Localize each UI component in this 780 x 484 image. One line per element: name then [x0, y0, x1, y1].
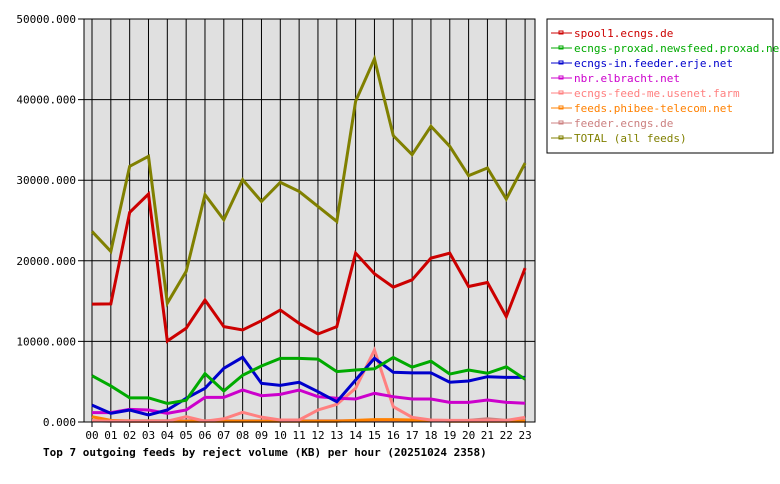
series-line-ecngs-feed-me-usenet-farm	[91, 346, 526, 423]
legend-item: feeds.phibee-telecom.net	[551, 102, 733, 115]
y-tick-label: 0.000	[43, 416, 76, 429]
x-tick-label: 15	[368, 429, 381, 442]
x-tick-label: 11	[293, 429, 306, 442]
series-line-spool1-ecngs-de	[91, 190, 527, 344]
legend-marker	[558, 120, 564, 125]
x-tick-label: 04	[161, 429, 175, 442]
x-tick-label: 17	[405, 429, 418, 442]
legend-item: feeder.ecngs.de	[551, 117, 673, 130]
x-tick-label: 07	[217, 429, 230, 442]
series-line-total-all-feeds-	[90, 54, 527, 308]
series-line-ecngs-proxad-newsfeed-proxad-net	[91, 355, 526, 405]
legend-label: spool1.ecngs.de	[574, 27, 673, 40]
legend-item: spool1.ecngs.de	[551, 27, 673, 40]
legend-label: feeds.phibee-telecom.net	[574, 102, 733, 115]
legend-marker	[558, 135, 564, 140]
legend-marker	[558, 75, 564, 80]
x-tick-label: 19	[443, 429, 456, 442]
x-tick-label: 13	[330, 429, 343, 442]
x-tick-label: 08	[236, 429, 249, 442]
x-tick-label: 03	[142, 429, 155, 442]
legend-item: ecngs-proxad.newsfeed.proxad.net	[551, 42, 780, 55]
legend-marker	[558, 30, 564, 35]
x-tick-label: 14	[349, 429, 363, 442]
x-tick-label: 20	[462, 429, 475, 442]
legend-label: ecngs-in.feeder.erje.net	[574, 57, 733, 70]
y-tick-label: 50000.000	[16, 13, 76, 26]
x-tick-label: 12	[311, 429, 324, 442]
plot-area	[84, 19, 535, 422]
legend-item: TOTAL (all feeds)	[551, 132, 687, 145]
legend-label: ecngs-proxad.newsfeed.proxad.net	[574, 42, 780, 55]
legend	[546, 18, 774, 154]
x-tick-label: 10	[274, 429, 287, 442]
legend-item: ecngs-feed-me.usenet.farm	[551, 87, 740, 100]
x-tick-label: 16	[387, 429, 400, 442]
legend-item: ecngs-in.feeder.erje.net	[551, 57, 733, 70]
x-tick-label: 06	[198, 429, 211, 442]
legend-label: feeder.ecngs.de	[574, 117, 673, 130]
legend-marker	[558, 90, 564, 95]
x-tick-label: 02	[123, 429, 136, 442]
plot-border	[83, 18, 536, 423]
y-tick-label: 40000.000	[16, 94, 76, 107]
legend-marker	[558, 45, 564, 50]
x-tick-label: 09	[255, 429, 268, 442]
series-line-ecngs-in-feeder-erje-net	[91, 355, 526, 417]
x-tick-label: 00	[85, 429, 98, 442]
x-tick-label: 01	[104, 429, 117, 442]
legend-label: TOTAL (all feeds)	[574, 132, 687, 145]
legend-label: nbr.elbracht.net	[574, 72, 680, 85]
x-tick-label: 05	[180, 429, 193, 442]
series-line-nbr-elbracht-net	[92, 388, 526, 415]
x-tick-label: 22	[500, 429, 513, 442]
legend-item: nbr.elbracht.net	[551, 72, 680, 85]
y-tick-label: 30000.000	[16, 174, 76, 187]
chart-title: Top 7 outgoing feeds by reject volume (K…	[43, 446, 487, 459]
x-tick-label: 23	[518, 429, 531, 442]
y-tick-label: 20000.000	[16, 255, 76, 268]
x-tick-label: 21	[481, 429, 494, 442]
legend-marker	[558, 105, 564, 110]
legend-label: ecngs-feed-me.usenet.farm	[574, 87, 740, 100]
legend-marker	[558, 60, 564, 65]
y-tick-label: 10000.000	[16, 335, 76, 348]
x-tick-label: 18	[424, 429, 437, 442]
